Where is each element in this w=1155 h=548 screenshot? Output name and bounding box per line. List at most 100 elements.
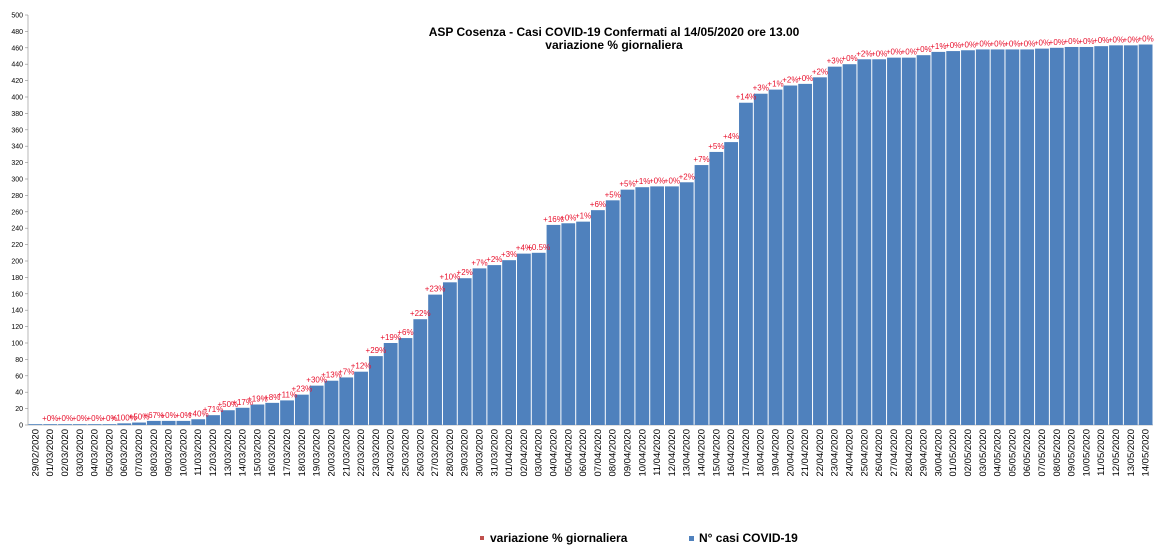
bar [635, 187, 650, 425]
x-tick-label: 13/04/2020 [682, 429, 693, 477]
bar [768, 89, 783, 426]
x-tick-label: 03/03/2020 [75, 429, 86, 477]
y-tick-label: 0 [19, 423, 23, 430]
x-tick-label: 12/04/2020 [667, 429, 678, 477]
percent-label: +40% [188, 409, 209, 418]
percent-label: +12% [351, 362, 372, 371]
x-tick-label: 29/02/2020 [30, 429, 41, 477]
percent-label: +19% [380, 333, 401, 342]
percent-label: +14% [736, 93, 757, 102]
bar [901, 57, 916, 425]
percent-label: +6% [590, 200, 606, 209]
x-tick-label: 02/05/2020 [963, 429, 974, 477]
bar [990, 49, 1005, 425]
bar [502, 260, 516, 425]
bar [442, 282, 457, 425]
percent-label: +0% [57, 414, 73, 423]
x-tick-label: 03/04/2020 [534, 429, 545, 477]
x-tick-label: 21/04/2020 [800, 429, 811, 477]
percent-label: +0% [175, 411, 191, 420]
percent-label: +0% [975, 39, 991, 48]
x-tick-label: 15/03/2020 [252, 429, 263, 477]
x-tick-label: 04/03/2020 [90, 429, 101, 477]
x-tick-label: 10/03/2020 [178, 429, 189, 477]
percent-label: +5% [605, 190, 621, 199]
percent-label: +5% [708, 142, 724, 151]
y-tick-label: 320 [11, 160, 23, 167]
bar [694, 165, 709, 425]
bar [931, 51, 946, 426]
x-tick-label: 26/03/2020 [415, 429, 426, 477]
percent-label: +4% [516, 244, 532, 253]
percent-label: +0% [901, 48, 917, 57]
x-tick-label: 06/04/2020 [578, 429, 589, 477]
x-tick-label: 16/04/2020 [726, 429, 737, 477]
x-tick-label: 02/04/2020 [519, 429, 530, 477]
percent-label: +1% [930, 42, 946, 51]
x-tick-label: 03/05/2020 [978, 429, 989, 477]
percent-label: +8% [264, 393, 280, 402]
x-tick-label: 01/05/2020 [948, 429, 959, 477]
percent-label: +0% [560, 213, 576, 222]
x-tick-label: 12/03/2020 [208, 429, 219, 477]
x-tick-label: 20/04/2020 [785, 429, 796, 477]
bar [591, 210, 605, 425]
bar [842, 64, 857, 425]
x-tick-label: 31/03/2020 [489, 429, 500, 477]
bar [650, 186, 665, 425]
y-tick-label: 400 [11, 95, 23, 102]
percent-label: +7% [338, 367, 354, 376]
bar [1094, 46, 1109, 425]
percent-labels-group: +0%+0%+0%+0%+0%+100%+50%+67%+0%+0%+40%+7… [42, 35, 1154, 424]
percent-label: +0% [915, 45, 931, 54]
x-tick-label: 02/03/2020 [60, 429, 71, 477]
bar [857, 59, 872, 425]
x-tick-label: 12/05/2020 [1111, 429, 1122, 477]
bar [354, 371, 368, 425]
bar [161, 420, 176, 425]
percent-label: +100% [112, 413, 137, 422]
bar [516, 253, 531, 425]
bar [206, 415, 220, 425]
percent-label: +0% [161, 411, 177, 420]
bar [561, 223, 576, 425]
chart-subtitle: variazione % giornaliera [545, 38, 683, 52]
bar [724, 142, 739, 425]
percent-label: +23% [425, 285, 446, 294]
y-tick-label: 240 [11, 226, 23, 233]
bar [975, 49, 990, 425]
y-tick-label: 360 [11, 127, 23, 134]
bar [368, 356, 383, 425]
bar [324, 380, 339, 425]
x-tick-label: 07/05/2020 [1037, 429, 1048, 477]
bar [709, 151, 724, 425]
x-tick-label: 14/05/2020 [1141, 429, 1152, 477]
x-tick-label: 13/03/2020 [223, 429, 234, 477]
percent-label: +3% [501, 250, 517, 259]
bar [813, 77, 827, 425]
x-tick-label: 21/03/2020 [341, 429, 352, 477]
x-tick-label: 28/03/2020 [445, 429, 456, 477]
percent-label: +0% [1108, 35, 1124, 44]
legend-label-casi: N° casi COVID-19 [699, 531, 798, 545]
x-tick-label: 26/04/2020 [874, 429, 885, 477]
bar [1035, 48, 1049, 426]
bar [887, 57, 901, 425]
x-tick-label: 13/05/2020 [1126, 429, 1137, 477]
y-tick-label: 480 [11, 29, 23, 36]
bar [72, 424, 87, 425]
percent-label: +50% [129, 413, 150, 422]
bar [827, 66, 842, 425]
y-tick-label: 500 [11, 13, 23, 20]
percent-label: +0% [945, 41, 961, 50]
bar [294, 394, 309, 425]
x-tick-label: 06/05/2020 [1022, 429, 1033, 477]
bar [43, 424, 58, 425]
percent-label: +0% [1004, 39, 1020, 48]
bar [961, 50, 975, 425]
y-tick-label: 180 [11, 275, 23, 282]
bar [339, 377, 354, 425]
percent-label: +4% [723, 132, 739, 141]
x-tick-label: 18/03/2020 [297, 429, 308, 477]
bar [531, 252, 546, 425]
